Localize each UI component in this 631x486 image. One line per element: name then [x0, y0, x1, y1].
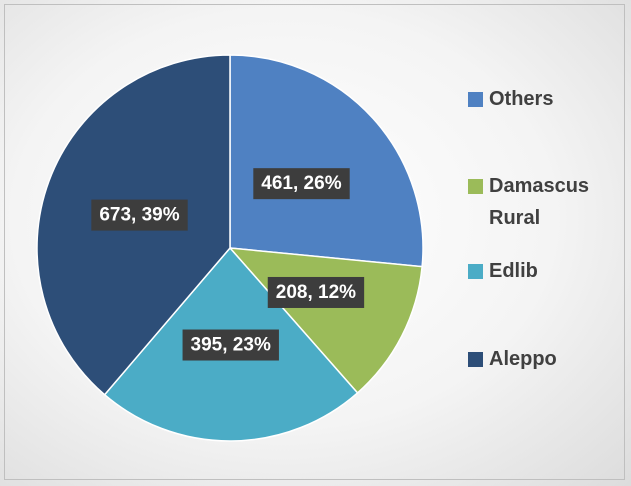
pie-slice [229, 54, 424, 268]
legend-label: Aleppo [489, 348, 557, 370]
chart-border [4, 4, 625, 480]
legend-item: Damascus Rural [468, 175, 609, 234]
data-label-box [253, 168, 350, 200]
legend-swatch [468, 92, 483, 107]
data-label-box [182, 329, 279, 361]
legend-swatch [468, 352, 483, 367]
legend-item: Edlib [468, 260, 609, 287]
data-label: 395, 23% [182, 329, 279, 361]
data-label-text: 395, 23% [191, 335, 271, 356]
data-label-box [91, 199, 188, 231]
data-label-box [267, 276, 365, 308]
legend-label: Edlib [489, 260, 538, 282]
data-label-text: 461, 26% [261, 173, 341, 194]
data-label: 461, 26% [253, 168, 350, 200]
legend-item: Aleppo [468, 348, 609, 375]
data-label: 673, 39% [91, 199, 188, 231]
legend-item: Others [468, 88, 609, 115]
legend-label: Others [489, 88, 554, 110]
data-label-text: 208, 12% [276, 282, 356, 303]
legend-swatch [468, 264, 483, 279]
data-label-text: 673, 39% [99, 205, 179, 226]
legend-label: Damascus Rural [489, 175, 590, 229]
data-label: 208, 12% [267, 276, 365, 308]
legend-swatch [468, 179, 483, 194]
